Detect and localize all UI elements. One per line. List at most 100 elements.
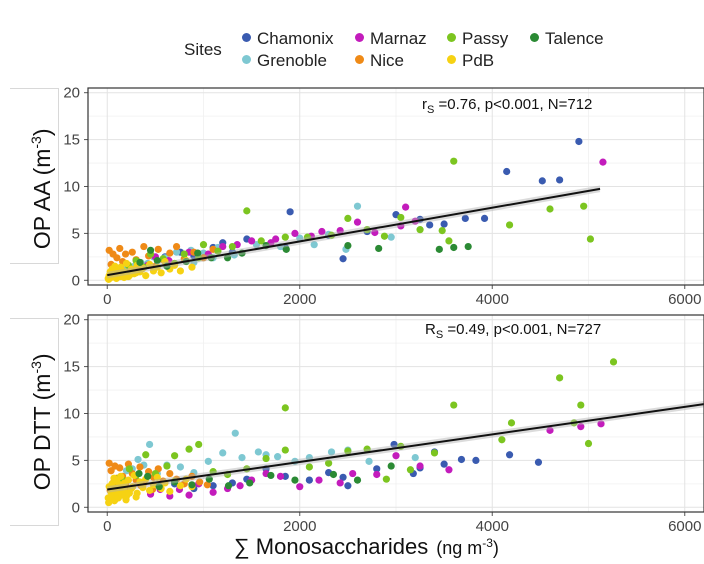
x-axis-label: ∑ Monosaccharides (ng m-3) xyxy=(234,534,499,559)
bottom-point-marnaz xyxy=(392,452,400,460)
bottom-ylabel-tab xyxy=(10,318,59,526)
top-point-grenoble xyxy=(296,234,304,242)
top-point-passy xyxy=(586,235,595,243)
legend-marker-marnaz xyxy=(355,33,364,43)
top-point-marnaz xyxy=(599,158,607,166)
bottom-y-tick-label: 15 xyxy=(63,359,80,376)
bottom-point-passy xyxy=(305,463,313,471)
bottom-y-tick-label: 20 xyxy=(63,312,80,329)
top-point-passy xyxy=(505,221,514,229)
bottom-point-talence xyxy=(246,479,254,487)
bottom-point-talence xyxy=(205,475,213,483)
top-point-marnaz xyxy=(336,226,344,235)
top-point-chamonix xyxy=(440,220,448,228)
top-point-pdb xyxy=(176,267,184,275)
top-point-talence xyxy=(282,245,290,253)
top-point-passy xyxy=(257,237,265,245)
top-point-talence xyxy=(344,242,352,250)
top-point-passy xyxy=(397,213,405,222)
top-point-grenoble xyxy=(172,248,181,256)
bottom-point-grenoble xyxy=(219,449,227,457)
bottom-point-nice xyxy=(105,459,113,467)
bottom-point-passy xyxy=(577,401,585,409)
bottom-point-nice xyxy=(136,463,144,471)
bottom-point-chamonix xyxy=(440,460,448,468)
top-x-tick-label: 6000 xyxy=(668,291,701,308)
legend-label-pdb: PdB xyxy=(462,51,495,70)
legend-item-marnaz: Marnaz xyxy=(355,29,427,49)
top-point-passy xyxy=(228,242,236,251)
bottom-point-passy xyxy=(498,436,506,444)
bottom-point-passy xyxy=(281,404,289,412)
bottom-point-chamonix xyxy=(209,482,217,490)
top-point-talence xyxy=(146,246,155,254)
legend-marker-pdb xyxy=(447,55,456,65)
top-point-passy xyxy=(380,232,389,240)
top-y-tick-label: 20 xyxy=(63,85,80,102)
top-y-tick-label: 5 xyxy=(72,225,80,242)
bottom-point-marnaz xyxy=(445,466,453,474)
legend-marker-nice xyxy=(355,55,364,65)
bottom-point-passy xyxy=(195,440,203,449)
bottom-point-nice xyxy=(166,469,174,478)
bottom-point-grenoble xyxy=(238,453,246,462)
bottom-x-tick-label: 0 xyxy=(103,518,111,535)
bottom-point-pdb xyxy=(132,493,140,501)
top-point-marnaz xyxy=(219,242,227,251)
top-point-nice xyxy=(172,242,181,251)
top-point-chamonix xyxy=(575,137,583,146)
bottom-point-passy xyxy=(325,459,333,467)
bottom-point-marnaz xyxy=(336,479,344,487)
bottom-point-grenoble xyxy=(365,457,373,465)
bottom-point-passy xyxy=(163,462,171,470)
top-x-tick-label: 2000 xyxy=(283,291,316,308)
top-point-nice xyxy=(121,250,130,258)
bottom-point-chamonix xyxy=(373,465,381,473)
bottom-point-pdb xyxy=(117,472,125,480)
legend-label-marnaz: Marnaz xyxy=(370,29,427,48)
legend-item-grenoble: Grenoble xyxy=(242,51,327,71)
bottom-point-chamonix xyxy=(534,458,543,466)
bottom-point-marnaz xyxy=(416,462,424,470)
bottom-point-passy xyxy=(430,449,439,457)
top-point-pdb xyxy=(157,269,165,277)
bottom-point-nice xyxy=(116,464,124,472)
top-point-talence xyxy=(435,245,443,253)
top-point-chamonix xyxy=(339,255,347,263)
bottom-point-grenoble xyxy=(204,457,212,465)
bottom-point-marnaz xyxy=(296,483,304,491)
top-point-passy xyxy=(416,226,424,234)
bottom-point-talence xyxy=(155,483,163,491)
x-axis-unit: (ng m-3) xyxy=(436,536,499,558)
top-point-talence xyxy=(450,243,458,252)
legend-item-pdb: PdB xyxy=(447,51,494,71)
bottom-point-marnaz xyxy=(185,491,193,499)
top-point-talence xyxy=(223,254,232,262)
legend-marker-talence xyxy=(530,33,539,43)
legend-item-talence: Talence xyxy=(530,29,604,49)
legend-marker-chamonix xyxy=(242,33,251,43)
bottom-point-talence xyxy=(144,472,152,480)
bottom-point-chamonix xyxy=(390,440,398,449)
bottom-point-pdb xyxy=(124,476,133,484)
bottom-point-chamonix xyxy=(305,476,313,484)
top-point-pdb xyxy=(188,263,196,271)
top-point-chamonix xyxy=(461,214,469,222)
top-point-talence xyxy=(464,242,472,251)
bottom-x-tick-label: 4000 xyxy=(476,518,509,535)
top-point-pdb xyxy=(125,272,133,280)
top-point-marnaz xyxy=(318,227,326,236)
bottom-point-passy xyxy=(584,439,593,448)
top-point-grenoble xyxy=(387,233,395,241)
bottom-point-passy xyxy=(142,451,150,459)
bottom-y-tick-label: 5 xyxy=(72,452,80,469)
bottom-point-pdb xyxy=(105,499,113,507)
bottom-point-marnaz xyxy=(373,470,381,479)
top-x-tick-label: 4000 xyxy=(476,291,509,308)
bottom-point-pdb xyxy=(166,487,174,495)
bottom-point-grenoble xyxy=(411,453,419,462)
bottom-point-grenoble xyxy=(134,455,142,464)
bottom-point-marnaz xyxy=(209,488,217,496)
legend-marker-passy xyxy=(447,33,456,43)
bottom-point-passy xyxy=(125,465,133,473)
